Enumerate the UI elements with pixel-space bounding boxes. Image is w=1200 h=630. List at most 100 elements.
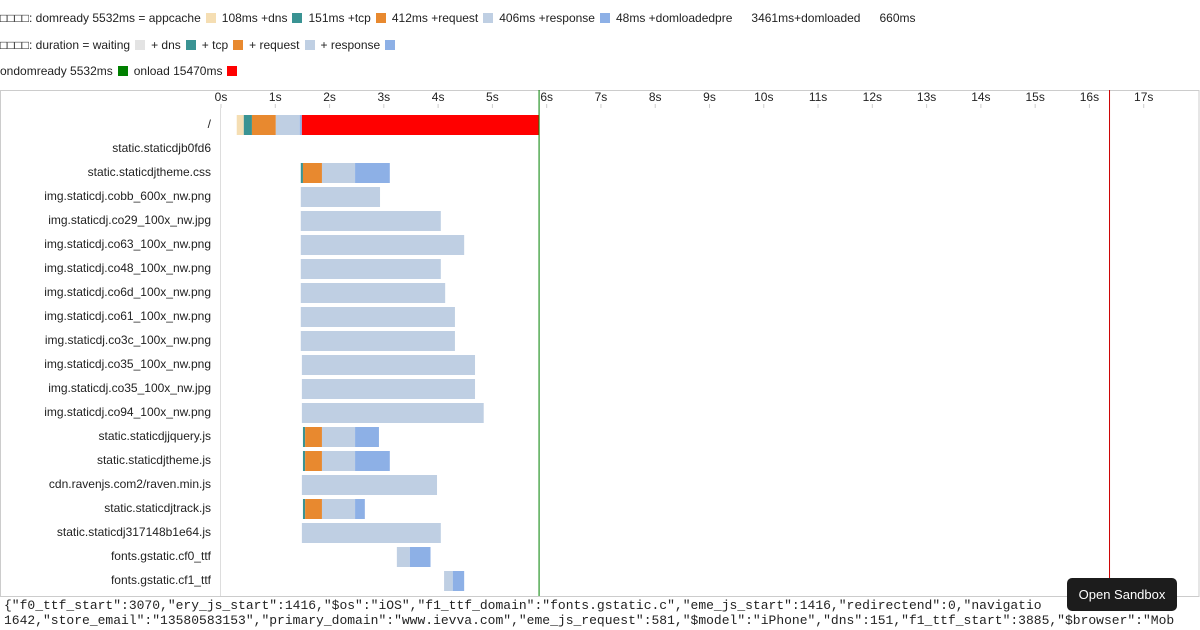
timing-segment: [300, 331, 455, 351]
legend-text: □□□□: duration = waiting: [0, 38, 131, 52]
x-tick-label: 3s: [377, 90, 390, 104]
resource-name: img.staticdj.co61_100x_nw.png: [44, 309, 211, 323]
timing-segment: [355, 163, 390, 183]
json-output: {"f0_ttf_start":3070,"ery_js_start":1416…: [4, 598, 1200, 628]
legend-swatch: [205, 13, 216, 23]
timing-segment: [355, 451, 390, 471]
timing-segment: [299, 115, 302, 135]
x-tick-label: 0s: [215, 90, 228, 104]
legend-text: 108ms +dns: [221, 11, 288, 25]
timing-segment: [236, 115, 244, 135]
timing-segment: [355, 499, 365, 519]
timing-segment: [301, 475, 438, 495]
timing-segment: [355, 427, 379, 447]
resource-name: img.staticdj.co94_100x_nw.png: [44, 405, 211, 419]
legend-line: □□□□: domready 5532ms = appcache 108ms +d…: [0, 10, 935, 26]
resource-name: static.staticdj317148b1e64.js: [57, 525, 211, 539]
timing-segment: [301, 355, 476, 375]
x-tick-label: 7s: [595, 90, 608, 104]
legend-swatch: [304, 40, 315, 50]
timing-segment: [305, 427, 322, 447]
legend-swatch: [292, 13, 303, 23]
timing-segment: [300, 307, 455, 327]
legend-text: + dns: [151, 38, 181, 52]
x-tick-label: 15s: [1025, 90, 1044, 104]
legend-swatch: [135, 40, 146, 50]
timing-segment: [321, 451, 356, 471]
resource-name: img.staticdj.co35_100x_nw.jpg: [48, 381, 211, 395]
open-sandbox-button[interactable]: Open Sandbox: [1067, 578, 1177, 611]
resource-name: static.staticdjb0fd6: [112, 141, 211, 155]
timing-segment: [275, 115, 300, 135]
timing-segment: [302, 163, 322, 183]
resource-name: static.staticdjjquery.js: [99, 429, 211, 443]
timing-segment: [302, 427, 306, 447]
resource-name: static.staticdjtheme.js: [97, 453, 211, 467]
legend-text: 412ms +request: [391, 11, 479, 25]
legend-text: + tcp: [201, 38, 229, 52]
legend-line: □□□□: duration = waiting + dns + tcp + requ…: [0, 37, 401, 53]
legend-text: 151ms +tcp: [308, 11, 371, 25]
timing-segment: [321, 427, 356, 447]
legend-text: 48ms +domloadedpre: [615, 11, 733, 25]
resource-name: static.staticdjtheme.css: [88, 165, 211, 179]
resource-name: img.staticdj.co6d_100x_nw.png: [44, 285, 211, 299]
legend-text: 660ms: [879, 11, 916, 25]
timing-segment: [301, 115, 540, 135]
x-tick-label: 17s: [1134, 90, 1153, 104]
timing-segment: [302, 499, 306, 519]
timing-segment: [321, 163, 356, 183]
timing-segment: [321, 499, 356, 519]
legend-swatch: [483, 13, 494, 23]
timing-segment: [396, 547, 410, 567]
legend-swatch: [117, 66, 128, 76]
x-tick-label: 11s: [809, 90, 827, 104]
x-tick-label: 6s: [540, 90, 553, 104]
resource-name: cdn.ravenjs.com2/raven.min.js: [49, 477, 211, 491]
legend-swatch: [385, 40, 396, 50]
json-line: 1642,"store_email":"13580583153","primar…: [4, 613, 1175, 628]
x-tick-label: 9s: [703, 90, 716, 104]
timing-segment: [300, 283, 446, 303]
legend-text: □□□□: domready 5532ms = appcache: [0, 11, 201, 25]
timing-segment: [305, 499, 322, 519]
legend-text: + request: [249, 38, 300, 52]
legend-text: onload 15470ms: [133, 64, 223, 78]
x-tick-label: 4s: [432, 90, 445, 104]
timing-segment: [302, 451, 306, 471]
timing-segment: [444, 571, 453, 591]
x-tick-label: 12s: [863, 90, 882, 104]
x-tick-label: 10s: [754, 90, 773, 104]
resource-name: img.staticdj.co35_100x_nw.png: [44, 357, 211, 371]
legend-swatch: [375, 13, 386, 23]
resource-name: img.staticdj.co63_100x_nw.png: [44, 237, 211, 251]
legend-text: ondomready 5532ms: [0, 64, 113, 78]
legend-text: + response: [320, 38, 381, 52]
timing-segment: [305, 451, 322, 471]
timing-segment: [301, 379, 476, 399]
timing-segment: [300, 259, 441, 279]
x-tick-label: 2s: [323, 90, 336, 104]
timing-segment: [251, 115, 276, 135]
timing-segment: [409, 547, 431, 567]
resource-name: img.staticdj.cobb_600x_nw.png: [44, 189, 211, 203]
timing-segment: [300, 211, 441, 231]
resource-name: fonts.gstatic.cf0_ttf: [111, 549, 212, 563]
timing-segment: [301, 403, 484, 423]
x-tick-label: 8s: [649, 90, 662, 104]
timing-segment: [243, 115, 252, 135]
legend-swatch: [233, 40, 244, 50]
resource-name: img.staticdj.co29_100x_nw.jpg: [48, 213, 211, 227]
timing-segment: [300, 163, 303, 183]
resource-name: /: [208, 117, 212, 131]
resource-name: fonts.gstatic.cf1_ttf: [111, 573, 212, 587]
timing-segment: [301, 523, 441, 543]
x-tick-label: 5s: [486, 90, 499, 104]
timing-segment: [300, 235, 465, 255]
legend-text: 3461ms+domloaded: [751, 11, 861, 25]
x-tick-label: 14s: [971, 90, 990, 104]
timing-segment: [452, 571, 465, 591]
legend-text: 406ms +response: [499, 11, 595, 25]
